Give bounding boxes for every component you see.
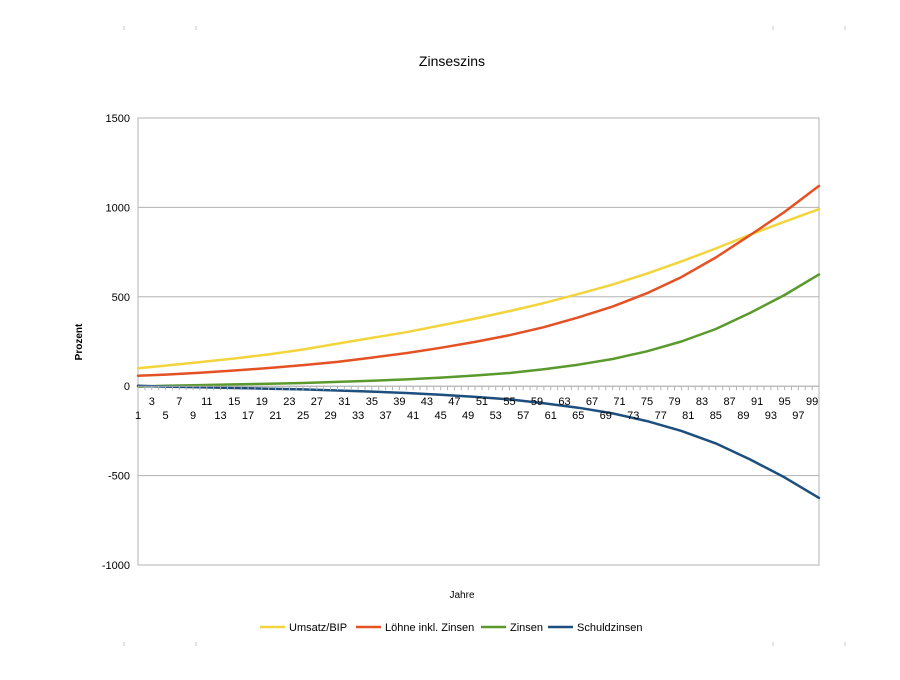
y-tick-labels: 1500 1000 500 0 -500 -1000 (102, 113, 130, 572)
x-tick-label: 27 (311, 396, 323, 408)
y-tick-label: 1000 (106, 202, 130, 214)
x-tick-label: 87 (723, 396, 735, 408)
x-tick-label: 99 (806, 396, 818, 408)
legend-label: Umsatz/BIP (289, 622, 347, 634)
x-tick-label: 91 (751, 396, 763, 408)
x-tick-label: 43 (421, 396, 433, 408)
x-tick-label: 57 (517, 410, 529, 422)
x-tick-label: 23 (283, 396, 295, 408)
legend-label: Zinsen (510, 622, 543, 634)
x-tick-label: 51 (476, 396, 488, 408)
y-tick-label: 0 (124, 381, 130, 393)
x-tick-label: 49 (462, 410, 474, 422)
x-tick-label: 35 (366, 396, 378, 408)
x-tick-label: 53 (490, 410, 502, 422)
x-tick-label: 41 (407, 410, 419, 422)
x-tick-label: 89 (737, 410, 749, 422)
x-tick-label: 13 (214, 410, 226, 422)
x-tick-label: 33 (352, 410, 364, 422)
x-tick-label: 79 (668, 396, 680, 408)
x-tick-label: 15 (228, 396, 240, 408)
x-tick-label: 65 (572, 410, 584, 422)
series-lines (136, 184, 821, 500)
x-tick-label: 39 (393, 396, 405, 408)
x-axis-label: Jahre (449, 590, 474, 601)
x-tick-label: 47 (448, 396, 460, 408)
x-tick-label: 37 (380, 410, 392, 422)
x-tick-label: 21 (269, 410, 281, 422)
x-tick-label: 29 (324, 410, 336, 422)
y-tick-label: 500 (112, 292, 130, 304)
series-line (136, 207, 821, 370)
x-tick-label: 61 (545, 410, 557, 422)
x-tick-label: 83 (696, 396, 708, 408)
x-tick-label: 59 (531, 396, 543, 408)
x-tick-label: 77 (655, 410, 667, 422)
y-tick-label: 1500 (106, 113, 130, 125)
y-axis-label: Prozent (74, 323, 85, 360)
x-tick-label: 5 (162, 410, 168, 422)
x-tick-label: 11 (201, 396, 212, 408)
y-tick-label: -1000 (102, 560, 130, 572)
x-tick-label: 75 (641, 396, 653, 408)
x-tick-label: 55 (503, 396, 515, 408)
x-tick-label: 17 (242, 410, 254, 422)
x-tick-label: 45 (435, 410, 447, 422)
x-tick-label: 1 (135, 410, 141, 422)
x-tick-label: 73 (627, 410, 639, 422)
x-tick-label: 95 (778, 396, 790, 408)
x-axis (137, 385, 820, 391)
x-tick-label: 67 (586, 396, 598, 408)
x-tick-label: 3 (149, 396, 155, 408)
x-tick-label: 71 (613, 396, 625, 408)
x-tick-label: 97 (792, 410, 804, 422)
series-line (136, 273, 821, 388)
x-tick-label: 31 (338, 396, 350, 408)
x-tick-label: 19 (256, 396, 268, 408)
legend-label: Löhne inkl. Zinsen (385, 622, 474, 634)
x-tick-label: 93 (765, 410, 777, 422)
x-tick-label: 7 (176, 396, 182, 408)
series-line (136, 384, 821, 500)
x-tick-labels: 1357911131517192123252729313335373941434… (135, 396, 818, 422)
x-tick-label: 25 (297, 410, 309, 422)
crop-marks (123, 26, 846, 646)
chart-title: Zinseszins (419, 53, 485, 69)
legend: Umsatz/BIP Löhne inkl. Zinsen Zinsen Schuld… (260, 622, 642, 634)
x-tick-label: 9 (190, 410, 196, 422)
x-tick-label: 63 (558, 396, 570, 408)
x-tick-label: 81 (682, 410, 694, 422)
x-tick-label: 85 (710, 410, 722, 422)
legend-label: Schuldzinsen (577, 622, 642, 634)
y-tick-label: -500 (108, 471, 130, 483)
x-tick-label: 69 (600, 410, 612, 422)
series-line (136, 184, 821, 378)
